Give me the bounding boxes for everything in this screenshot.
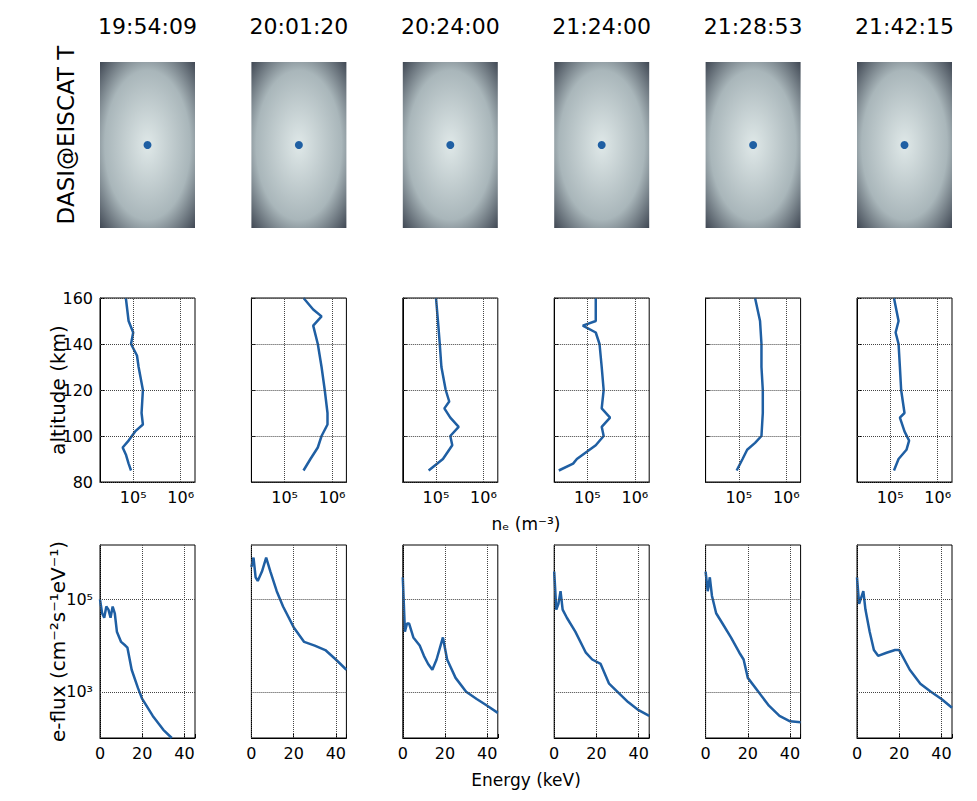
svg-text:0: 0 (246, 744, 256, 763)
svg-text:40: 40 (628, 744, 648, 763)
svg-text:10⁵: 10⁵ (877, 488, 904, 507)
svg-text:19:54:09: 19:54:09 (98, 14, 197, 39)
svg-text:0: 0 (549, 744, 559, 763)
svg-text:40: 40 (174, 744, 194, 763)
svg-text:0: 0 (701, 744, 711, 763)
svg-text:10⁵: 10⁵ (271, 488, 298, 507)
svg-text:0: 0 (95, 744, 105, 763)
svg-text:20: 20 (738, 744, 758, 763)
svg-text:10⁶: 10⁶ (319, 488, 346, 507)
svg-text:40: 40 (780, 744, 800, 763)
svg-text:40: 40 (477, 744, 497, 763)
svg-text:0: 0 (398, 744, 408, 763)
svg-text:20: 20 (283, 744, 303, 763)
svg-text:0: 0 (852, 744, 862, 763)
svg-text:40: 40 (326, 744, 346, 763)
svg-text:10⁶: 10⁶ (470, 488, 497, 507)
svg-text:altitude (km): altitude (km) (46, 325, 70, 455)
svg-text:20: 20 (435, 744, 455, 763)
svg-text:40: 40 (931, 744, 951, 763)
svg-text:20:01:20: 20:01:20 (249, 14, 348, 39)
svg-text:nₑ (m⁻³): nₑ (m⁻³) (492, 514, 561, 534)
svg-text:21:28:53: 21:28:53 (704, 14, 803, 39)
svg-text:10⁶: 10⁶ (167, 488, 194, 507)
svg-text:10³: 10³ (66, 682, 93, 701)
svg-text:140: 140 (62, 335, 93, 354)
svg-text:10⁶: 10⁶ (773, 488, 800, 507)
svg-text:20: 20 (132, 744, 152, 763)
svg-text:80: 80 (73, 473, 93, 492)
svg-text:20: 20 (586, 744, 606, 763)
svg-text:10⁶: 10⁶ (924, 488, 951, 507)
svg-text:10⁵: 10⁵ (120, 488, 147, 507)
svg-text:10⁵: 10⁵ (66, 590, 93, 609)
svg-text:160: 160 (62, 289, 93, 308)
svg-text:DASI@EISCAT T: DASI@EISCAT T (53, 45, 79, 225)
svg-text:10⁵: 10⁵ (423, 488, 450, 507)
svg-text:Energy (keV): Energy (keV) (471, 770, 581, 790)
svg-text:10⁵: 10⁵ (725, 488, 752, 507)
svg-text:20: 20 (889, 744, 909, 763)
svg-text:10⁵: 10⁵ (574, 488, 601, 507)
svg-text:21:42:15: 21:42:15 (855, 14, 954, 39)
svg-text:120: 120 (62, 381, 93, 400)
svg-text:100: 100 (62, 427, 93, 446)
svg-text:21:24:00: 21:24:00 (552, 14, 651, 39)
svg-text:20:24:00: 20:24:00 (401, 14, 500, 39)
svg-text:e-flux (cm⁻²s⁻¹eV⁻¹): e-flux (cm⁻²s⁻¹eV⁻¹) (46, 541, 70, 742)
svg-text:10⁶: 10⁶ (622, 488, 649, 507)
